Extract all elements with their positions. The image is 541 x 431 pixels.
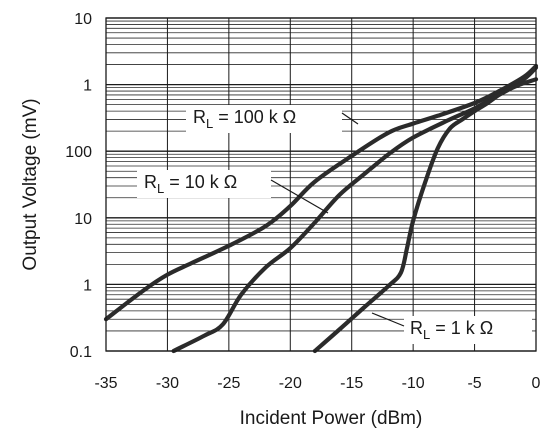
x-tick-label: -25 bbox=[217, 375, 240, 392]
annotation-label: RL = 100 k Ω bbox=[193, 107, 296, 131]
x-tick-label: 0 bbox=[532, 375, 541, 392]
annotation-label-main: R bbox=[144, 172, 157, 192]
y-axis-title: Output Voltage (mV) bbox=[20, 98, 41, 270]
annotation-label-rest: = 10 k Ω bbox=[164, 172, 237, 192]
y-tick-label: 1 bbox=[83, 78, 92, 95]
annotation-label: RL = 1 k Ω bbox=[410, 318, 493, 342]
y-tick-label: 10 bbox=[74, 11, 92, 28]
minor-grid bbox=[106, 20, 536, 332]
annotation-box bbox=[137, 170, 271, 198]
annotation-box bbox=[404, 316, 532, 344]
annotation-rl-100k: RL = 100 k Ω bbox=[186, 105, 359, 133]
annotation-layer: RL = 100 k ΩRL = 10 k ΩRL = 1 k Ω bbox=[137, 105, 532, 344]
annotation-leader-line bbox=[341, 112, 359, 125]
annotation-box bbox=[186, 105, 342, 133]
series-rl-1k-line bbox=[312, 77, 539, 354]
annotation-label-sub: L bbox=[206, 116, 213, 131]
tick-labels: -35 -30 -25 -20 -15 -10 -5 0 0.1 1 10 100 1 10 bbox=[65, 11, 540, 392]
annotation-leader-line bbox=[371, 312, 405, 327]
annotation-label-sub: L bbox=[423, 327, 430, 342]
y-tick-label: 1 bbox=[83, 277, 92, 294]
series-rl-100k-line bbox=[103, 63, 539, 322]
annotation-label-main: R bbox=[410, 318, 423, 338]
x-tick-label: -35 bbox=[94, 375, 117, 392]
plot-frame bbox=[105, 17, 537, 352]
annotation-label-sub: L bbox=[157, 181, 164, 196]
annotation-rl-1k: RL = 1 k Ω bbox=[371, 312, 532, 344]
annotation-leader-line bbox=[270, 179, 329, 214]
y-tick-label: 10 bbox=[74, 211, 92, 228]
x-tick-label: -10 bbox=[402, 375, 425, 392]
y-tick-label: 0.1 bbox=[70, 344, 92, 361]
annotation-label-rest: = 100 k Ω bbox=[213, 107, 296, 127]
x-axis-title: Incident Power (dBm) bbox=[240, 408, 423, 429]
x-tick-label: -20 bbox=[279, 375, 302, 392]
annotation-label-rest: = 1 k Ω bbox=[430, 318, 493, 338]
annotation-label: RL = 10 k Ω bbox=[144, 172, 237, 196]
x-tick-label: -15 bbox=[340, 375, 363, 392]
y-tick-label: 100 bbox=[65, 144, 92, 161]
series-layer bbox=[103, 63, 539, 354]
x-tick-label: -30 bbox=[156, 375, 179, 392]
annotation-rl-10k: RL = 10 k Ω bbox=[137, 170, 329, 214]
annotation-label-main: R bbox=[193, 107, 206, 127]
x-tick-label: -5 bbox=[467, 375, 481, 392]
